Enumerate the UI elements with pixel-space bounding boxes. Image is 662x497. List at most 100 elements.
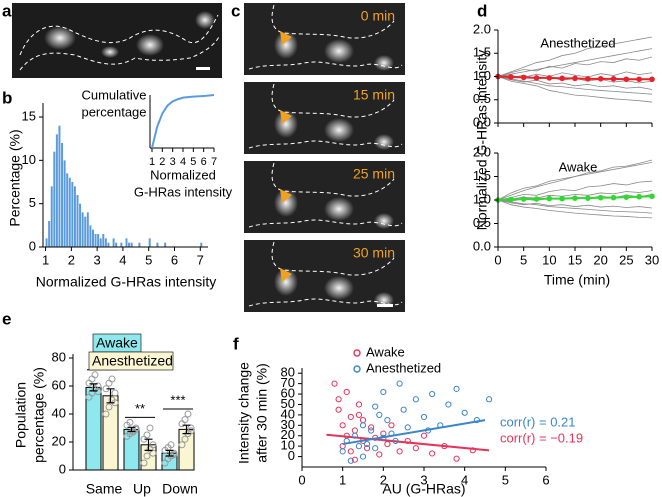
- bar: [112, 238, 115, 247]
- y-tick-label: 1.5: [473, 45, 491, 60]
- point: [453, 455, 460, 462]
- line: [151, 94, 215, 149]
- bar: [50, 186, 53, 247]
- point: [355, 443, 363, 450]
- bar: [156, 242, 159, 247]
- point: [359, 453, 367, 460]
- significance: **: [135, 401, 145, 416]
- point: [331, 380, 338, 387]
- significance: ***: [170, 392, 185, 407]
- mean-point: [585, 195, 591, 201]
- point: [461, 409, 468, 416]
- point: [485, 396, 493, 403]
- bar: [115, 242, 118, 247]
- x-axis-label: AU (G-HRas): [382, 481, 465, 497]
- arrow: [280, 31, 292, 45]
- y-tick-label: 80: [52, 349, 66, 364]
- error-bar: [127, 426, 136, 433]
- point: [420, 413, 428, 421]
- bar: [48, 221, 51, 247]
- trace: [497, 76, 653, 90]
- x-tick-label: 1: [339, 472, 346, 487]
- point: [181, 435, 189, 443]
- y-tick-label: 70: [281, 375, 295, 390]
- x-tick-label: 10: [542, 252, 556, 267]
- point: [102, 410, 110, 418]
- mean-point: [597, 76, 604, 82]
- legend-label: Anesthetized: [366, 360, 441, 375]
- point: [469, 447, 476, 454]
- x-tick-label: 15: [568, 252, 582, 267]
- outline: [248, 219, 403, 228]
- mean-point: [649, 193, 655, 200]
- x-tick-label: 6: [171, 252, 178, 267]
- y-tick-label: 0: [29, 238, 36, 253]
- x-tick-label: 5: [190, 156, 196, 168]
- trace: [497, 199, 653, 219]
- y-tick-label: 2.0: [473, 21, 491, 36]
- y-tick-label: 40: [52, 405, 66, 420]
- point: [94, 388, 102, 396]
- time-label: 25 min: [353, 166, 395, 182]
- point: [384, 417, 391, 424]
- bar: [45, 238, 48, 247]
- mean-point: [585, 76, 591, 82]
- trace: [497, 76, 653, 95]
- y-tick-label: 15: [22, 108, 36, 123]
- error-bar: [165, 449, 174, 457]
- mean-point: [623, 76, 630, 83]
- point: [380, 388, 387, 396]
- point: [184, 410, 192, 418]
- x-tick-label: 20: [593, 252, 607, 267]
- mean-point: [520, 196, 527, 202]
- panel-label: a: [2, 1, 12, 20]
- bar: [81, 212, 84, 247]
- subplot-title: Anesthetized: [540, 35, 615, 50]
- fit-line: [326, 433, 490, 452]
- x-tick-label: Same: [86, 481, 123, 497]
- y-tick-label: 60: [281, 385, 295, 400]
- bar: [66, 173, 69, 247]
- y-tick-label: 1.5: [473, 168, 491, 183]
- bar: [84, 216, 87, 247]
- x-tick-label: 3: [94, 252, 101, 267]
- y-tick-label: 0: [59, 461, 66, 476]
- x-tick-label: 3: [420, 472, 427, 487]
- bar: [123, 428, 140, 471]
- subplot-title: Awake: [559, 159, 598, 174]
- x-tick-label: 30: [645, 252, 659, 267]
- spine: [274, 268, 298, 296]
- point: [445, 401, 452, 408]
- mean-point: [572, 195, 578, 201]
- x-tick-label: 6: [201, 156, 207, 168]
- point: [384, 440, 391, 448]
- x-tick-label: 5: [502, 472, 509, 487]
- y-tick-label: 30: [281, 417, 295, 432]
- mean-point: [508, 196, 514, 203]
- x-tick-label: 2: [380, 472, 387, 487]
- point: [359, 417, 367, 424]
- trace: [497, 180, 653, 201]
- bar: [55, 134, 58, 247]
- trace: [497, 56, 653, 77]
- bar: [76, 195, 79, 247]
- point: [167, 441, 175, 449]
- x-tick-label: 0: [494, 252, 501, 267]
- spine: [374, 55, 394, 71]
- point: [111, 389, 119, 397]
- bar: [107, 242, 110, 247]
- y-tick-label: 80: [281, 365, 295, 380]
- bar: [125, 238, 128, 247]
- legend-label: Awake: [366, 344, 405, 359]
- point: [181, 416, 189, 424]
- y-axis-label: Normalized G-HRas intensity: [474, 50, 490, 231]
- bar: [128, 242, 131, 247]
- point: [108, 375, 116, 383]
- micrograph: [12, 3, 222, 78]
- bar: [164, 242, 167, 247]
- trace: [497, 76, 653, 103]
- outline: [271, 4, 395, 39]
- time-label: 0 min: [361, 8, 395, 24]
- legend-label: Anesthetized: [92, 353, 173, 369]
